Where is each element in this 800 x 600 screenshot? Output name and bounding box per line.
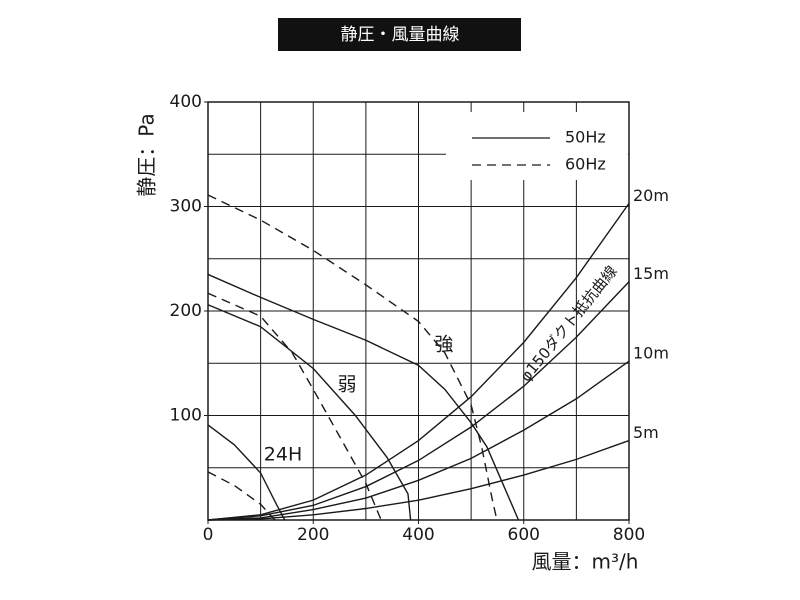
- curve-label: 20m: [633, 186, 669, 205]
- x-tick-label: 200: [297, 525, 329, 545]
- curve: [207, 304, 412, 521]
- curve-label: 10m: [633, 344, 669, 363]
- y-tick-label: 400: [170, 92, 202, 112]
- curve: [207, 273, 520, 521]
- x-tick-label: 400: [402, 525, 434, 545]
- curve: [207, 424, 286, 521]
- curve-label: 強: [434, 334, 453, 356]
- curve: [207, 471, 276, 521]
- legend-box: [446, 112, 628, 180]
- curve-label: 15m: [633, 264, 669, 283]
- curve: [207, 202, 630, 521]
- y-tick-label: 100: [170, 406, 202, 426]
- y-axis-label: 静圧：Pa: [135, 113, 159, 196]
- curve: [207, 292, 382, 521]
- curve: [207, 360, 630, 521]
- resistance-label: φ150ダクト抵抗曲線: [516, 262, 620, 385]
- title-box: [278, 18, 521, 51]
- y-tick-label: 300: [170, 197, 202, 217]
- x-tick-label: 0: [203, 525, 214, 545]
- x-tick-label: 600: [508, 525, 540, 545]
- curve: [207, 281, 630, 521]
- legend-label: 60Hz: [565, 155, 606, 174]
- curve-label: 5m: [633, 423, 659, 442]
- curve-label: 弱: [337, 374, 356, 396]
- curve: [207, 439, 630, 521]
- chart-title: 静圧・風量曲線: [341, 25, 460, 45]
- curve-label: 24H: [264, 444, 302, 466]
- y-tick-label: 200: [170, 301, 202, 321]
- legend-label: 50Hz: [565, 128, 606, 147]
- curve: [207, 194, 498, 521]
- x-tick-label: 800: [613, 525, 645, 545]
- x-axis-label: 風量：m³/h: [532, 550, 639, 574]
